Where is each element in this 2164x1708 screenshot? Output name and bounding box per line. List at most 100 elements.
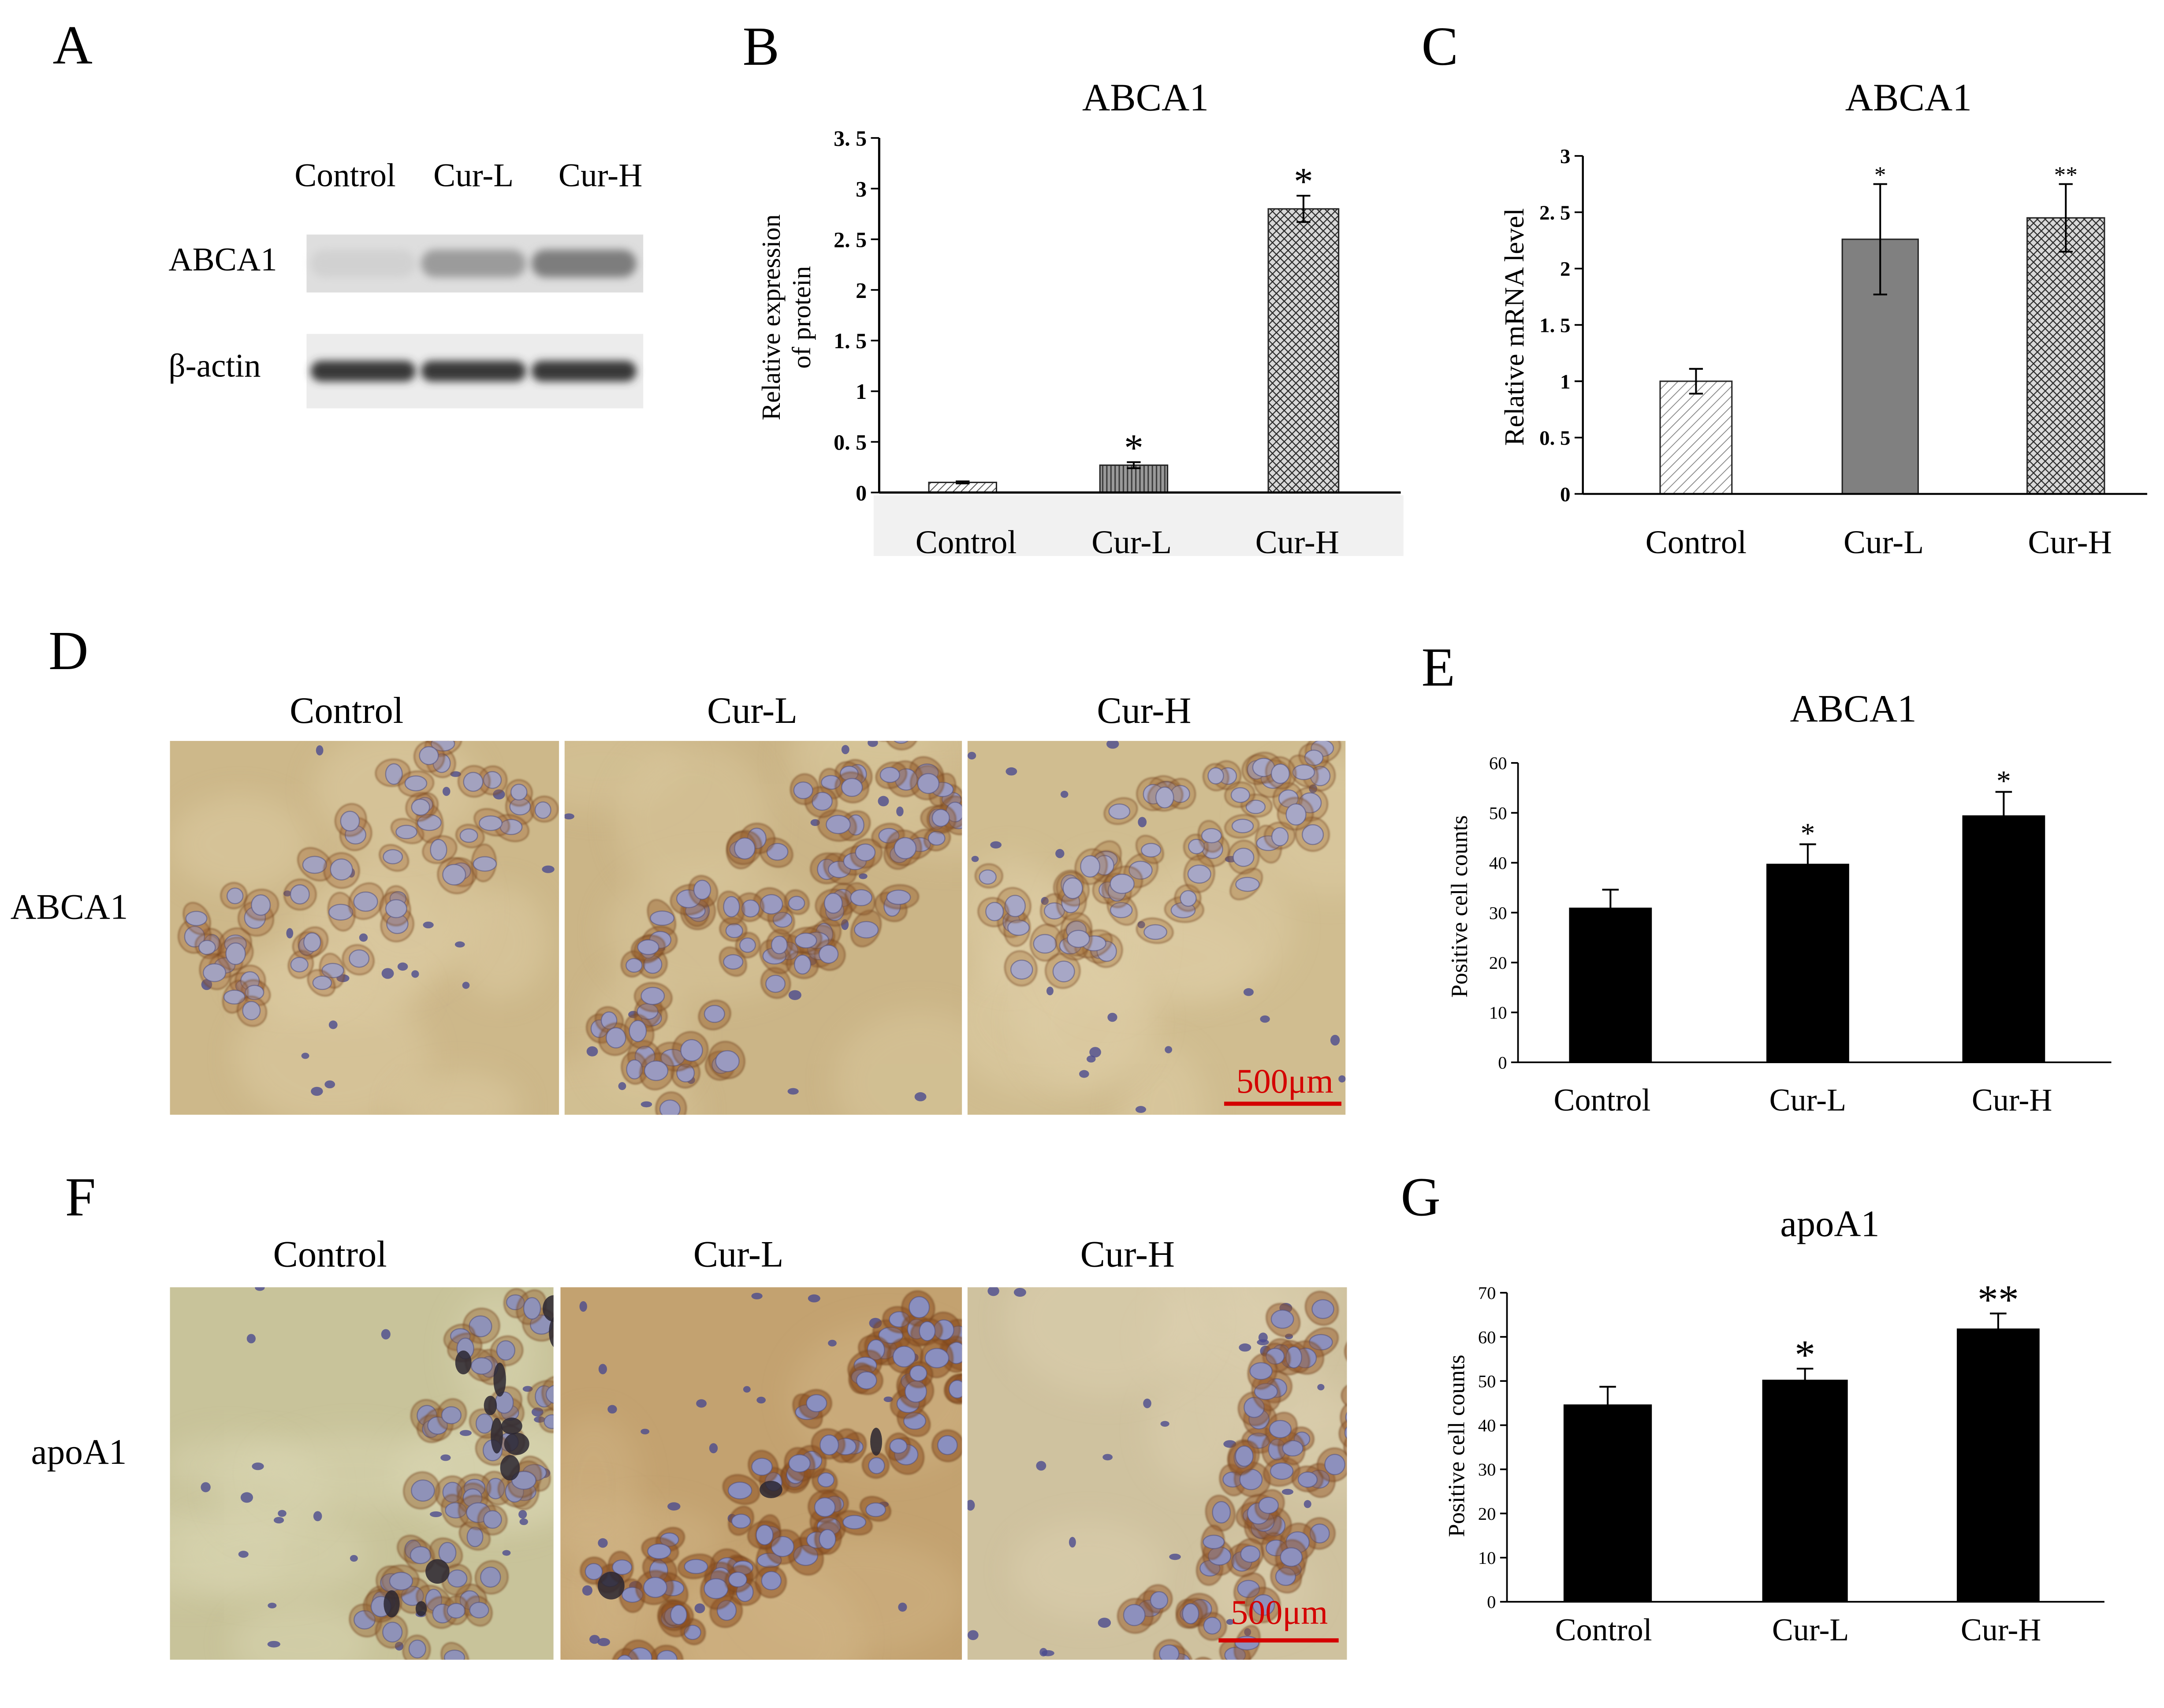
- y-tick-label: 40: [1489, 853, 1507, 873]
- neuron-nucleus: [1207, 767, 1224, 785]
- bar-control: [1659, 380, 1733, 495]
- glial-nucleus: [582, 1585, 592, 1596]
- y-tick-label: 70: [1478, 1283, 1496, 1303]
- neuron-nucleus: [1140, 843, 1162, 858]
- y-tick-label: 10: [1478, 1548, 1496, 1568]
- x-category-label-cur-h: Cur-H: [1961, 1612, 2041, 1648]
- histology-image-apoa1-cur-l: [560, 1287, 962, 1660]
- glial-nucleus: [667, 1502, 681, 1511]
- glial-nucleus: [641, 1101, 652, 1108]
- neuron-nucleus: [1180, 890, 1197, 907]
- chart-g-plot: Control * Cur-L ** Cur-H 0 10 20 30 40 50 60 70: [1478, 1277, 2104, 1648]
- y-tick-label: 20: [1478, 1504, 1496, 1524]
- neuron-nucleus: [290, 956, 309, 973]
- significance-marker-cur-l: *: [1800, 817, 1815, 849]
- dark-deposit: [425, 1559, 450, 1584]
- neuron-nucleus: [330, 858, 353, 881]
- blot-band-abca1-control: [310, 249, 416, 278]
- neuron-nucleus: [868, 1457, 885, 1474]
- glial-nucleus: [301, 1053, 309, 1059]
- glial-nucleus: [967, 752, 976, 760]
- glial-nucleus: [1281, 1488, 1293, 1495]
- chart-e-ylabel: Positive cell counts: [1446, 815, 1472, 998]
- neuron-nucleus: [761, 1571, 782, 1591]
- neuron-nucleus: [850, 889, 872, 907]
- blot-band-beta-actin-cur-h: [531, 361, 637, 382]
- y-tick-label: 3. 5: [834, 126, 867, 151]
- panel-label-a: A: [52, 15, 92, 76]
- neuron-nucleus: [1311, 1299, 1334, 1319]
- y-tick-label: 0: [1498, 1053, 1507, 1072]
- glial-nucleus: [883, 1396, 893, 1403]
- neuron-cell: [884, 741, 919, 751]
- neuron-nucleus: [545, 1385, 554, 1404]
- neuron-nucleus: [715, 1050, 740, 1072]
- neuron-nucleus: [865, 1502, 886, 1517]
- glial-nucleus: [381, 1329, 391, 1340]
- glial-nucleus: [967, 1630, 979, 1640]
- y-tick-label: 1. 5: [834, 328, 867, 353]
- neuron-nucleus: [909, 1365, 927, 1382]
- glial-nucleus: [696, 1399, 707, 1408]
- neuron-nucleus: [382, 1622, 403, 1643]
- neuron-nucleus: [819, 945, 839, 964]
- chart-c-title: ABCA1: [1845, 76, 1972, 119]
- glial-nucleus: [709, 1443, 718, 1454]
- blot-band-abca1-cur-h: [531, 249, 637, 278]
- glial-nucleus: [987, 1287, 999, 1296]
- neuron-nucleus: [463, 772, 484, 792]
- glial-nucleus: [788, 990, 801, 1000]
- chart-g: apoA1 Positive cell counts Control * Cur-L…: [1444, 1204, 2104, 1648]
- glial-nucleus: [268, 1603, 277, 1609]
- glial-nucleus: [589, 1635, 600, 1644]
- neuron-nucleus: [290, 884, 310, 904]
- neuron-nucleus: [823, 893, 843, 914]
- glial-nucleus: [598, 1538, 608, 1548]
- neuron-nucleus: [1297, 1471, 1318, 1488]
- neuron-nucleus: [438, 1542, 457, 1563]
- neuron-nucleus: [739, 937, 756, 953]
- neuron-nucleus: [523, 1297, 541, 1320]
- neuron-nucleus: [879, 767, 900, 783]
- dark-deposit: [760, 1481, 782, 1498]
- neuron-nucleus: [856, 1371, 877, 1390]
- bar-control: [1569, 908, 1652, 1063]
- dark-deposit: [549, 1317, 554, 1347]
- neuron-nucleus: [617, 1654, 633, 1660]
- neuron-nucleus: [751, 1458, 773, 1476]
- bar-cur-h: [1956, 1328, 2040, 1602]
- neuron-nucleus: [442, 863, 466, 886]
- glial-nucleus: [1165, 1046, 1173, 1053]
- panel-label-f: F: [65, 1167, 96, 1228]
- neuron-nucleus: [788, 1454, 811, 1473]
- neuron-nucleus: [606, 1027, 626, 1049]
- chart-b: ABCA1 Relative expression of protein Con…: [756, 76, 1401, 561]
- neuron-nucleus: [855, 843, 876, 862]
- chart-b-ylabel-line2: of protein: [787, 266, 816, 368]
- neuron-nucleus: [727, 1481, 752, 1500]
- neuron-nucleus: [842, 1515, 867, 1529]
- y-tick-label: 0. 5: [834, 430, 867, 454]
- neuron-nucleus: [704, 1578, 729, 1600]
- glial-nucleus: [240, 1492, 253, 1503]
- neuron-nucleus: [794, 932, 817, 949]
- glial-nucleus: [267, 1641, 280, 1648]
- neuron-nucleus: [1067, 930, 1090, 948]
- tissue-blotch: [260, 1433, 448, 1513]
- neuron-nucleus: [1249, 1362, 1273, 1380]
- neuron-nucleus: [1324, 1454, 1345, 1475]
- blot-column-control: Control: [294, 157, 396, 194]
- glial-nucleus: [442, 787, 451, 796]
- neuron-nucleus: [410, 1546, 432, 1564]
- glial-nucleus: [328, 1020, 338, 1029]
- neuron-nucleus: [198, 940, 216, 955]
- neuron-nucleus: [1301, 824, 1324, 845]
- neuron-nucleus: [473, 856, 497, 872]
- glial-nucleus: [502, 1550, 511, 1556]
- neuron-nucleus: [693, 879, 711, 900]
- glial-nucleus: [597, 1638, 610, 1646]
- neuron-nucleus: [1282, 1440, 1304, 1457]
- glial-nucleus: [914, 1092, 927, 1101]
- histology-f-header-cur-l: Cur-L: [693, 1234, 784, 1275]
- neuron-nucleus: [1345, 1412, 1347, 1423]
